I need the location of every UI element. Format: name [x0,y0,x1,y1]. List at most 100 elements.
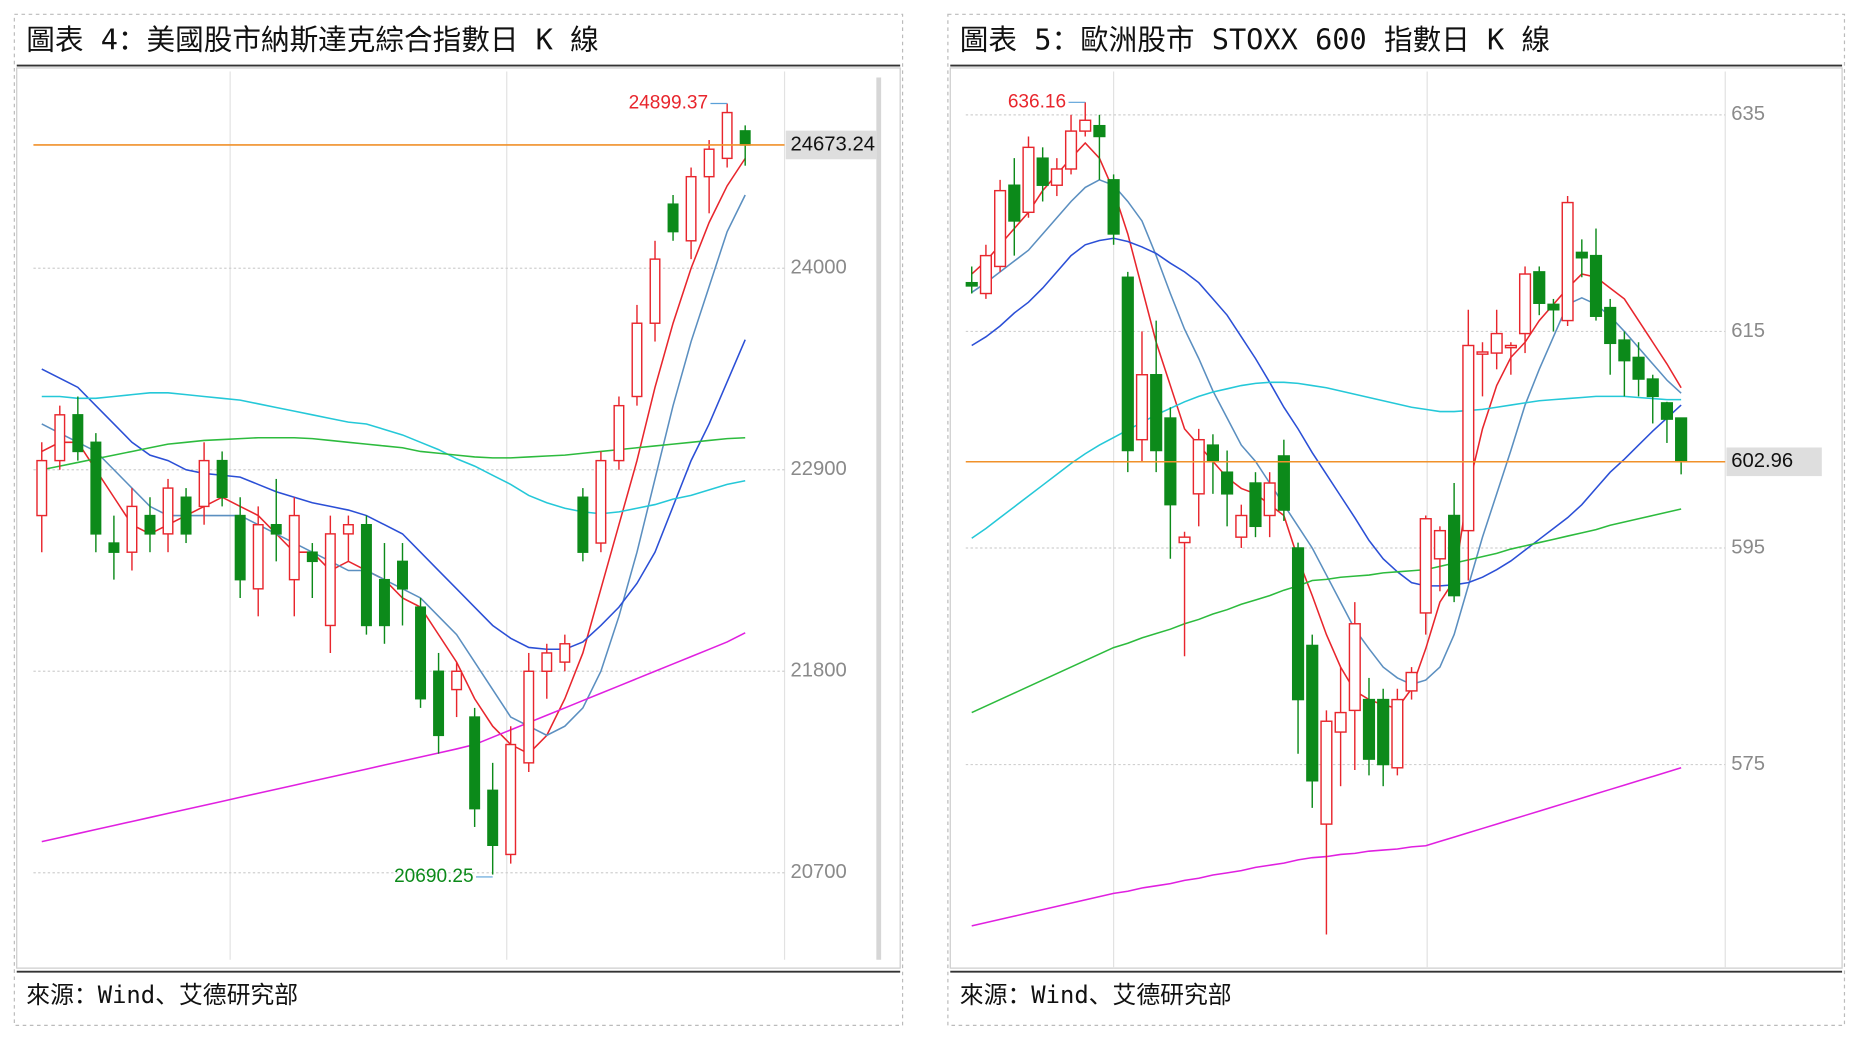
candle-body [1022,146,1035,214]
ma-line [41,392,746,515]
candle-body [288,514,300,581]
y-tick-label: 21800 [791,660,847,682]
candle-body [631,322,643,398]
candle-body [979,254,992,295]
chart-title: 圖表 5：歐洲股市 STOXX 600 指數日 K 線 [960,23,1550,57]
candle-body [1306,644,1319,782]
high-label: 636.16 [1008,91,1066,112]
candle-body [72,414,84,453]
candle-body [469,716,481,810]
candle-body [1675,417,1688,463]
ma-line [971,381,1682,539]
ma-line [971,178,1682,686]
ma-line [971,141,1682,710]
candle-body [595,459,607,544]
candle-body [1405,671,1418,692]
candle-body [721,111,733,160]
candle-body [1547,303,1560,311]
candle-body [90,441,102,535]
ma-line [41,632,746,843]
candle-body [397,560,408,590]
plot-left: 20700 21800 22900 24000 24673.24 24899.37 2069… [33,71,877,960]
plot-right: 575 595 615 635 602.96 636.16 [965,71,1822,969]
candle-body [1433,529,1447,560]
candle-body [1036,157,1049,186]
candle-body [1391,698,1404,769]
candle-body [559,643,571,663]
candle-body [685,175,697,242]
plot-frame [949,67,1843,969]
y-tick-label: 575 [1731,753,1765,775]
candle-body [1646,378,1659,398]
candle-body [523,670,535,764]
candle-body [1575,251,1588,259]
candle-body [505,743,517,856]
candle-body [541,652,553,672]
candle-body [1462,344,1475,532]
candle-body [198,459,210,508]
candle-body [1490,332,1503,354]
last-price-box [1726,447,1822,477]
last-price-label: 602.96 [1731,450,1793,472]
candle-body [1107,179,1120,235]
candle-body [1561,201,1574,322]
last-price-box [785,130,877,160]
y-tick-label: 22900 [791,458,847,480]
candle-body [36,459,48,517]
candle-body [649,258,661,324]
panel-frame [13,13,904,1026]
candle-body [1660,402,1674,420]
candle-body [54,414,66,462]
candle-body [1050,168,1063,186]
candle-body [1221,471,1234,495]
candle-body [1206,444,1220,463]
candle-body [1476,351,1489,355]
y-tick-label: 20700 [791,861,847,883]
candle-body [1320,720,1333,825]
candle-body [1533,271,1546,304]
candle-body [1362,698,1376,760]
candle-body [415,606,427,700]
source: 來源：Wind、艾德研究部 [960,981,1232,1009]
candle-body [126,505,138,553]
ma-line [971,508,1682,714]
candle-body [451,670,463,691]
candle-body [306,551,318,563]
candle-body [1448,514,1461,597]
candle-body [342,524,354,535]
candle-body [1277,455,1290,511]
ma-line [41,157,746,755]
candle-body [667,203,679,233]
candle-body [324,533,336,627]
candle-body [1064,130,1078,170]
candle-body [1291,547,1305,701]
candle-body [1178,536,1191,544]
candle-body [360,524,372,627]
candle-body [1192,438,1205,495]
candle-body [1121,276,1134,452]
candle-body [252,524,264,590]
candle-body [1589,254,1603,317]
candle-body [270,524,282,535]
candle-body [965,281,978,287]
candle-body [234,514,246,581]
candle-body [703,148,715,178]
candle-body [994,189,1007,268]
candle-body [1249,482,1262,528]
last-price-label: 24673.24 [791,133,875,155]
ma-line [41,339,746,651]
candle-body [1235,514,1248,538]
candle-body [216,459,228,498]
y-tick-label: 595 [1731,536,1765,558]
candle-body [1632,356,1645,380]
candle-body [1135,374,1149,441]
chart-title: 圖表 4：美國股市納斯達克綜合指數日 K 線 [26,23,598,57]
candle-body [1008,184,1021,222]
candle-body [1377,698,1390,766]
candle-body [1518,273,1532,335]
y-tick-label: 24000 [791,257,847,279]
candle-body [378,578,390,627]
candle-body [1334,711,1347,733]
